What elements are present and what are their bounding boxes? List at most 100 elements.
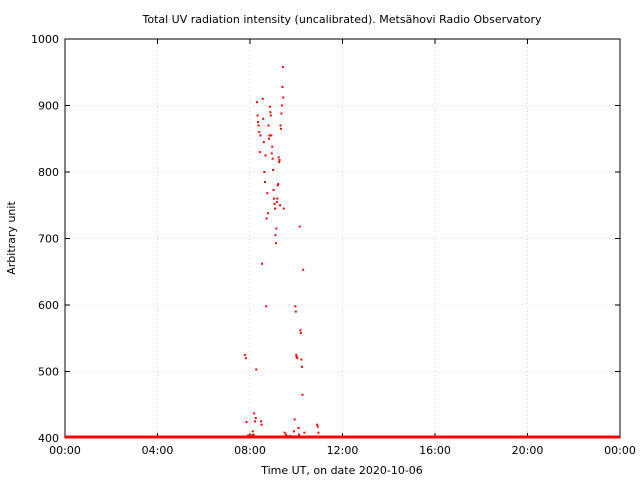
x-tick-label: 00:00 (49, 444, 81, 457)
data-point (267, 212, 270, 215)
data-point (270, 134, 273, 137)
y-tick-label: 400 (38, 432, 59, 445)
data-point (258, 151, 261, 154)
data-point (306, 435, 309, 438)
data-point (277, 156, 280, 159)
data-point (295, 355, 298, 358)
data-point (268, 134, 271, 137)
data-point (267, 137, 270, 140)
data-point (265, 217, 268, 220)
data-point (258, 131, 261, 134)
data-point (299, 331, 302, 334)
data-point (271, 145, 274, 148)
data-point (290, 436, 293, 439)
data-point (254, 417, 257, 420)
data-point (318, 435, 321, 438)
x-tick-label: 00:00 (604, 444, 636, 457)
plot-frame (64, 38, 621, 439)
data-point (291, 435, 294, 438)
data-point (268, 105, 271, 108)
data-point (251, 430, 254, 433)
data-point (255, 101, 258, 104)
data-point (267, 124, 270, 127)
data-point (269, 111, 272, 114)
data-point (279, 127, 282, 130)
data-point (300, 358, 303, 361)
data-point (317, 431, 320, 434)
data-point (287, 435, 290, 438)
data-point (255, 368, 258, 371)
data-point (262, 141, 265, 144)
data-point (296, 357, 299, 360)
data-point (298, 433, 301, 436)
data-point (299, 329, 302, 332)
x-tick-label: 20:00 (512, 444, 544, 457)
data-point (275, 200, 278, 203)
data-point (262, 117, 265, 120)
data-point (292, 430, 295, 433)
data-point (272, 169, 275, 172)
data-point (264, 180, 267, 183)
x-tick-label: 16:00 (419, 444, 451, 457)
data-point (269, 114, 272, 117)
y-tick-label: 1000 (31, 33, 59, 46)
data-point (282, 96, 285, 99)
data-point (244, 357, 247, 360)
data-point (260, 420, 263, 423)
data-point (289, 435, 292, 438)
data-point (316, 423, 319, 426)
y-axis-label: Arbitrary unit (5, 201, 18, 275)
y-tick-label: 500 (38, 366, 59, 379)
data-point (288, 435, 291, 438)
data-point (252, 433, 255, 436)
data-point (247, 434, 250, 437)
data-point (276, 184, 279, 187)
data-point (286, 435, 288, 438)
data-point (274, 234, 277, 237)
data-point (278, 161, 281, 164)
data-point (259, 134, 262, 137)
x-tick-label: 08:00 (234, 444, 266, 457)
data-point (257, 124, 260, 127)
data-point (273, 207, 276, 210)
data-point (282, 207, 285, 210)
chart-title: Total UV radiation intensity (uncalibrat… (142, 13, 542, 26)
grid-lines (65, 39, 620, 438)
y-tick-label: 800 (38, 166, 59, 179)
data-point (293, 418, 296, 421)
data-point (260, 423, 263, 426)
data-point (277, 182, 280, 185)
data-point (316, 425, 319, 428)
data-point (254, 420, 257, 423)
y-tick-label: 600 (38, 299, 59, 312)
x-tick-label: 04:00 (142, 444, 174, 457)
data-point (273, 197, 276, 200)
data-point (261, 262, 264, 265)
data-point (275, 227, 278, 230)
data-point (303, 431, 306, 434)
data-point (294, 310, 297, 313)
x-axis-label: Time UT, on date 2020-10-06 (260, 464, 423, 477)
data-point (281, 65, 284, 68)
data-point (270, 152, 273, 155)
data-point (272, 188, 275, 191)
data-point (257, 121, 260, 124)
data-point (256, 114, 259, 117)
data-point (280, 112, 283, 115)
data-point (302, 268, 305, 271)
data-point (301, 393, 304, 396)
data-point (279, 124, 282, 127)
data-point (281, 85, 284, 88)
axis-ticks: 00:00 04:00 08:00 12:00 16:00 20:00 00:0040050… (31, 33, 636, 457)
data-point (295, 353, 298, 356)
data-point (250, 434, 253, 437)
data-point (297, 427, 300, 430)
x-tick-label: 12:00 (327, 444, 359, 457)
data-point (301, 365, 304, 368)
data-point (280, 104, 283, 107)
data-point (253, 412, 256, 415)
data-point (294, 305, 297, 308)
data-point (276, 197, 279, 200)
y-tick-label: 700 (38, 233, 59, 246)
data-point (284, 433, 287, 436)
